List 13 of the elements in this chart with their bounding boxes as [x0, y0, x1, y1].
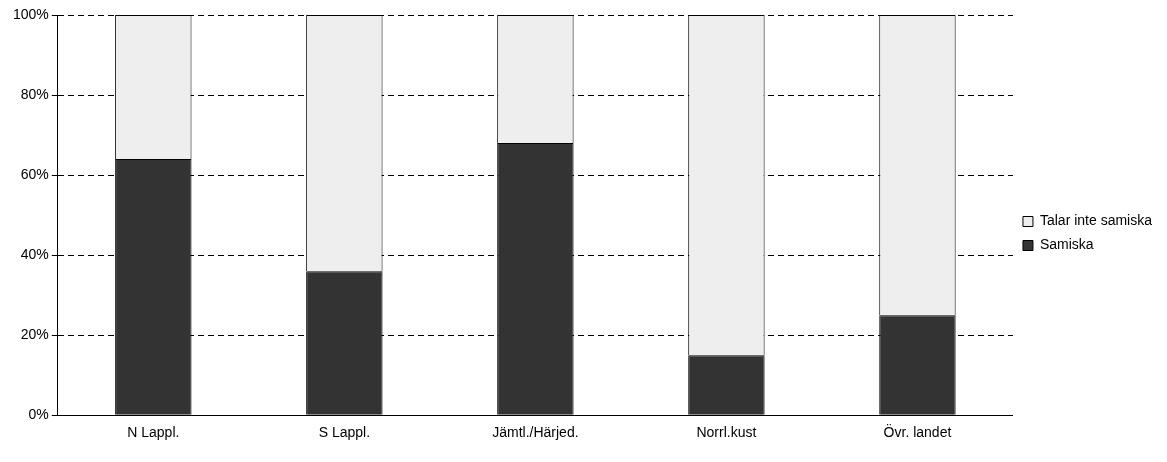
- y-tick-label: 100%: [12, 5, 49, 22]
- x-tick-label: Jämtl./Härjed.: [492, 424, 579, 441]
- y-tick-label: 80%: [20, 85, 49, 102]
- x-tick-label: S Lappl.: [318, 424, 371, 441]
- legend-label: Talar inte samiska: [1039, 212, 1153, 229]
- legend-label: Samiska: [1039, 236, 1094, 253]
- y-tick-label: 40%: [20, 245, 49, 262]
- x-tick-label: Norrl.kust: [696, 424, 757, 441]
- y-tick-label: 20%: [20, 326, 49, 343]
- y-tick-label: 60%: [20, 165, 49, 182]
- x-tick-label: N Lappl.: [127, 424, 180, 441]
- y-tick-label: 0%: [28, 406, 49, 423]
- x-tick-label: Övr. landet: [883, 423, 952, 441]
